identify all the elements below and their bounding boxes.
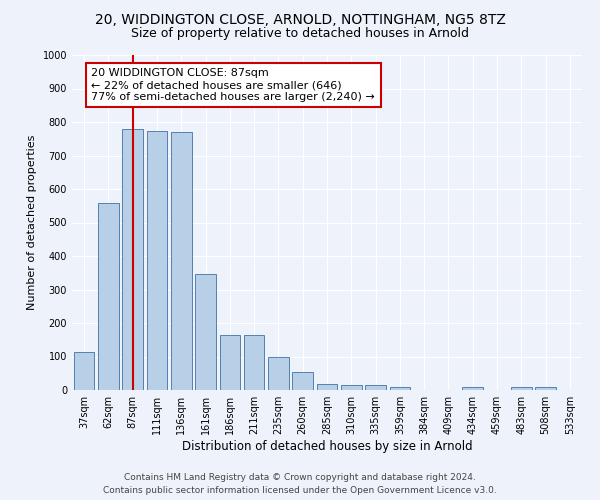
Bar — [389, 386, 410, 390]
Bar — [268, 357, 289, 390]
Bar — [511, 386, 532, 390]
Bar — [146, 132, 167, 390]
Bar — [122, 130, 143, 390]
Bar — [244, 334, 265, 390]
Bar — [171, 132, 191, 390]
X-axis label: Distribution of detached houses by size in Arnold: Distribution of detached houses by size … — [182, 440, 472, 453]
Text: 20, WIDDINGTON CLOSE, ARNOLD, NOTTINGHAM, NG5 8TZ: 20, WIDDINGTON CLOSE, ARNOLD, NOTTINGHAM… — [95, 12, 505, 26]
Bar — [365, 385, 386, 390]
Text: Contains HM Land Registry data © Crown copyright and database right 2024.
Contai: Contains HM Land Registry data © Crown c… — [103, 474, 497, 495]
Bar — [317, 384, 337, 390]
Text: 20 WIDDINGTON CLOSE: 87sqm
← 22% of detached houses are smaller (646)
77% of sem: 20 WIDDINGTON CLOSE: 87sqm ← 22% of deta… — [91, 68, 375, 102]
Bar — [74, 352, 94, 390]
Text: Size of property relative to detached houses in Arnold: Size of property relative to detached ho… — [131, 28, 469, 40]
Y-axis label: Number of detached properties: Number of detached properties — [27, 135, 37, 310]
Bar — [463, 386, 483, 390]
Bar — [535, 386, 556, 390]
Bar — [195, 274, 216, 390]
Bar — [341, 385, 362, 390]
Bar — [292, 372, 313, 390]
Bar — [98, 203, 119, 390]
Bar — [220, 334, 240, 390]
